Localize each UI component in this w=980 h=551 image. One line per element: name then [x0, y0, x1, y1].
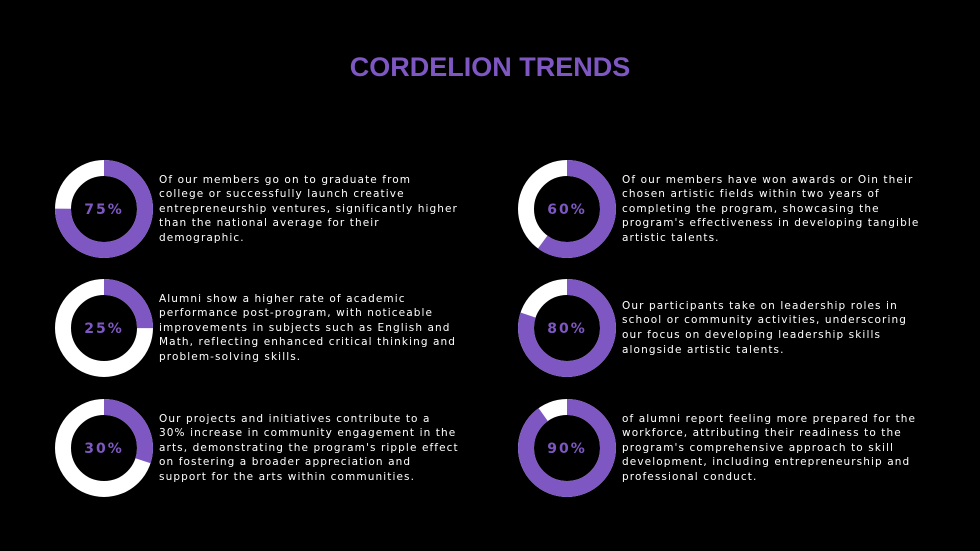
donut-chart: 75%	[55, 160, 153, 258]
donut-arc	[55, 160, 153, 258]
donut-arc	[518, 160, 616, 258]
stat-item: 90% of alumni report feeling more prepare…	[518, 399, 938, 497]
donut-chart: 30%	[55, 399, 153, 497]
page-title: CORDELION TRENDS	[349, 52, 631, 82]
percent-label: 75%	[84, 202, 124, 218]
donut-arc	[55, 279, 153, 377]
stat-item: 30% Our projects and initiatives contribu…	[55, 399, 475, 497]
stat-text: of alumni report feeling more prepared f…	[622, 412, 917, 483]
stat-text: Of our members have won awards or Oin th…	[622, 173, 920, 244]
donut-arc	[55, 399, 153, 497]
stat-item: 60% Of our members have won awards or Oin…	[518, 160, 938, 258]
stat-item: 80% Our participants take on leadership r…	[518, 279, 938, 377]
stat-item: 75% Of our members go on to graduate from…	[55, 160, 475, 258]
percent-label: 30%	[84, 441, 124, 457]
stat-item: 25% Alumni show a higher rate of academic…	[55, 279, 475, 377]
stat-text: Our participants take on leadership role…	[622, 299, 908, 356]
percent-label: 90%	[547, 441, 587, 457]
donut-chart: 25%	[55, 279, 153, 377]
stat-text: Our projects and initiatives contribute …	[159, 412, 459, 483]
donut-arc	[518, 279, 616, 377]
donut-chart: 90%	[518, 399, 616, 497]
donut-arc	[518, 399, 616, 497]
percent-label: 80%	[547, 321, 587, 337]
donut-chart: 80%	[518, 279, 616, 377]
stat-text: Alumni show a higher rate of academic pe…	[159, 292, 457, 363]
stat-text: Of our members go on to graduate from co…	[159, 173, 458, 244]
percent-label: 25%	[84, 321, 124, 337]
percent-label: 60%	[547, 202, 587, 218]
donut-chart: 60%	[518, 160, 616, 258]
